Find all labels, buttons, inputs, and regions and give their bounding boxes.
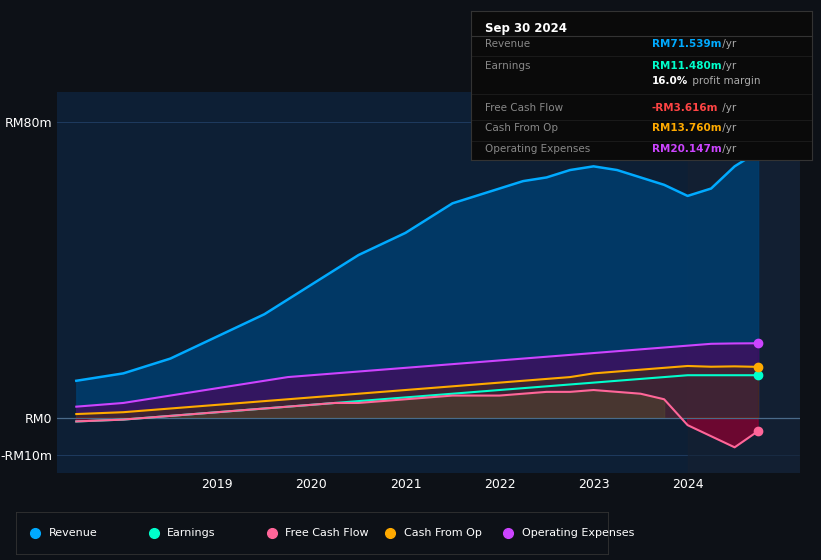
- Text: /yr: /yr: [719, 144, 736, 154]
- Text: Earnings: Earnings: [485, 61, 530, 71]
- Text: RM20.147m: RM20.147m: [652, 144, 722, 154]
- Text: Sep 30 2024: Sep 30 2024: [485, 22, 566, 35]
- Text: /yr: /yr: [719, 123, 736, 133]
- Bar: [688, 92, 800, 473]
- Text: 16.0%: 16.0%: [652, 76, 688, 86]
- Text: Earnings: Earnings: [167, 529, 216, 538]
- Text: profit margin: profit margin: [690, 76, 761, 86]
- Text: RM71.539m: RM71.539m: [652, 39, 722, 49]
- Text: Operating Expenses: Operating Expenses: [522, 529, 634, 538]
- Text: /yr: /yr: [719, 61, 736, 71]
- Text: Revenue: Revenue: [49, 529, 98, 538]
- Text: Free Cash Flow: Free Cash Flow: [286, 529, 369, 538]
- Text: Operating Expenses: Operating Expenses: [485, 144, 590, 154]
- Text: Cash From Op: Cash From Op: [485, 123, 558, 133]
- Text: Free Cash Flow: Free Cash Flow: [485, 102, 563, 113]
- Text: /yr: /yr: [719, 102, 736, 113]
- Text: -RM3.616m: -RM3.616m: [652, 102, 718, 113]
- Text: RM13.760m: RM13.760m: [652, 123, 722, 133]
- Text: Revenue: Revenue: [485, 39, 530, 49]
- Text: Cash From Op: Cash From Op: [404, 529, 481, 538]
- Text: RM11.480m: RM11.480m: [652, 61, 722, 71]
- Text: /yr: /yr: [719, 39, 736, 49]
